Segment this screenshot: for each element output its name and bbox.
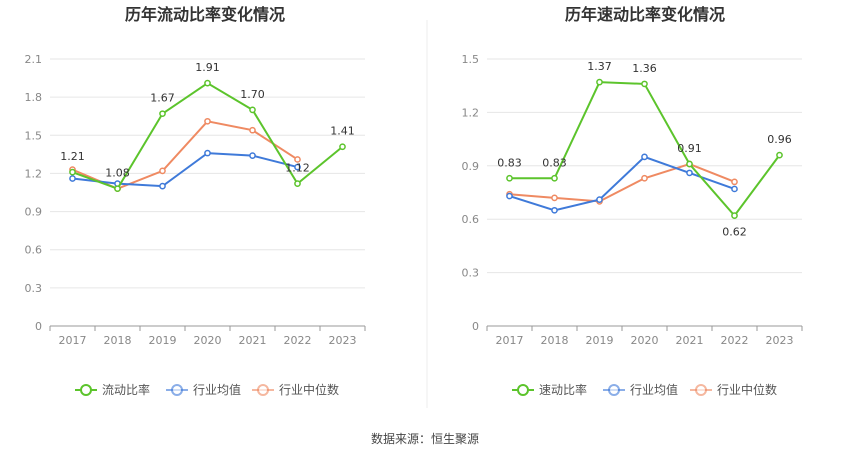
current-ratio-legend-industry-median-marker[interactable] <box>257 384 269 396</box>
quick-ratio-x-tick-label: 2019 <box>586 334 614 347</box>
quick-ratio-ratio-point[interactable] <box>776 151 783 159</box>
quick-ratio-legend-ratio-label[interactable]: 速动比率 <box>539 382 587 397</box>
current-ratio-data-label: 1.91 <box>195 61 220 74</box>
current-ratio-data-label: 1.12 <box>285 162 310 175</box>
current-ratio-y-tick-label: 2.1 <box>25 53 43 66</box>
current-ratio-chart-title: 历年流动比率变化情况 <box>125 5 285 24</box>
current-ratio-y-tick-label: 0 <box>35 320 42 333</box>
quick-ratio-legend-industry-avg-marker[interactable] <box>608 384 620 396</box>
current-ratio-y-tick-label: 1.8 <box>25 91 43 104</box>
quick-ratio-x-tick-label: 2020 <box>631 334 659 347</box>
current-ratio-y-tick-label: 0.6 <box>25 244 43 257</box>
current-ratio-legend-ratio-label[interactable]: 流动比率 <box>102 382 150 397</box>
quick-ratio-y-tick-label: 0.6 <box>462 213 480 226</box>
quick-ratio-industry-avg-point[interactable] <box>731 185 738 193</box>
current-ratio-ratio-point[interactable] <box>249 106 256 114</box>
quick-ratio-x-tick-label: 2022 <box>721 334 749 347</box>
current-ratio-x-tick-label: 2018 <box>104 334 132 347</box>
current-ratio-industry-avg-point[interactable] <box>204 149 211 157</box>
current-ratio-ratio-point[interactable] <box>159 110 166 118</box>
quick-ratio-y-tick-label: 0 <box>472 320 479 333</box>
quick-ratio-x-tick-label: 2021 <box>676 334 704 347</box>
quick-ratio-industry-median-point[interactable] <box>551 194 558 202</box>
quick-ratio-x-tick-label: 2018 <box>541 334 569 347</box>
quick-ratio-y-tick-label: 0.9 <box>462 160 480 173</box>
quick-ratio-data-label: 0.62 <box>722 226 747 239</box>
quick-ratio-data-label: 0.83 <box>542 156 567 169</box>
current-ratio-x-tick-label: 2019 <box>149 334 177 347</box>
quick-ratio-industry-avg-point[interactable] <box>596 196 603 203</box>
current-ratio-x-tick-label: 2021 <box>239 334 267 347</box>
quick-ratio-data-label: 0.91 <box>677 142 702 155</box>
current-ratio-y-tick-label: 1.2 <box>25 167 43 180</box>
current-ratio-industry-avg-point[interactable] <box>249 152 256 159</box>
data-source-note: 数据来源：恒生聚源 <box>370 432 479 446</box>
current-ratio-chart: 历年流动比率变化情况 0 0.3 0.6 0.9 1.2 1.5 1.8 2.1 2017 2018… <box>25 5 366 397</box>
quick-ratio-ratio-point[interactable] <box>551 174 558 182</box>
current-ratio-x-tick-label: 2017 <box>59 334 87 347</box>
quick-ratio-chart-title: 历年速动比率变化情况 <box>565 5 725 24</box>
quick-ratio-data-label: 1.36 <box>632 62 657 75</box>
quick-ratio-legend-ratio-marker[interactable] <box>517 384 529 396</box>
current-ratio-ratio-point[interactable] <box>339 143 346 151</box>
current-ratio-data-label: 1.70 <box>240 88 265 101</box>
current-ratio-industry-avg-point[interactable] <box>294 163 301 171</box>
current-ratio-y-tick-label: 1.5 <box>25 129 43 142</box>
quick-ratio-industry-avg-point[interactable] <box>641 153 648 161</box>
quick-ratio-y-tick-label: 1.2 <box>462 106 480 119</box>
current-ratio-ratio-point[interactable] <box>114 185 121 193</box>
current-ratio-legend-industry-avg-label[interactable]: 行业均值 <box>193 382 241 397</box>
quick-ratio-industry-avg-point[interactable] <box>551 206 558 214</box>
quick-ratio-legend-industry-median-marker[interactable] <box>695 384 707 396</box>
current-ratio-legend-ratio-marker[interactable] <box>80 384 92 396</box>
current-ratio-data-label: 1.67 <box>150 92 175 105</box>
quick-ratio-industry-median-point[interactable] <box>731 178 738 186</box>
quick-ratio-industry-median-point[interactable] <box>641 174 648 182</box>
current-ratio-industry-avg-line <box>72 152 298 188</box>
quick-ratio-y-tick-label: 1.5 <box>462 53 480 66</box>
current-ratio-ratio-point[interactable] <box>204 79 211 87</box>
quick-ratio-ratio-point[interactable] <box>641 80 648 88</box>
current-ratio-industry-median-point[interactable] <box>294 156 301 163</box>
current-ratio-ratio-point[interactable] <box>294 180 301 187</box>
current-ratio-industry-avg-point[interactable] <box>159 182 166 190</box>
quick-ratio-industry-avg-line <box>509 155 735 212</box>
quick-ratio-data-label: 0.96 <box>767 133 792 146</box>
current-ratio-x-tick-label: 2022 <box>284 334 312 347</box>
current-ratio-y-tick-label: 0.9 <box>25 206 43 219</box>
quick-ratio-ratio-point[interactable] <box>506 174 513 182</box>
current-ratio-industry-median-point[interactable] <box>204 117 211 125</box>
current-ratio-x-tick-label: 2023 <box>329 334 357 347</box>
current-ratio-legend-industry-avg-marker[interactable] <box>171 384 183 396</box>
quick-ratio-y-tick-label: 0.3 <box>462 267 480 280</box>
quick-ratio-ratio-line <box>509 81 781 218</box>
current-ratio-industry-median-point[interactable] <box>249 126 256 134</box>
quick-ratio-data-label: 0.83 <box>497 156 522 169</box>
current-ratio-data-label: 1.41 <box>330 125 355 138</box>
quick-ratio-industry-avg-point[interactable] <box>506 192 513 200</box>
quick-ratio-legend-industry-median-label[interactable]: 行业中位数 <box>717 382 777 397</box>
current-ratio-legend-industry-median-label[interactable]: 行业中位数 <box>279 382 339 397</box>
quick-ratio-industry-avg-point[interactable] <box>686 169 693 177</box>
quick-ratio-ratio-point[interactable] <box>596 78 603 86</box>
current-ratio-industry-avg-point[interactable] <box>69 175 76 182</box>
quick-ratio-legend-industry-avg-label[interactable]: 行业均值 <box>630 382 678 397</box>
quick-ratio-industry-median-line <box>509 162 735 203</box>
current-ratio-industry-median-point[interactable] <box>159 167 166 175</box>
quick-ratio-ratio-point[interactable] <box>686 160 693 168</box>
quick-ratio-chart: 历年速动比率变化情况 0 0.3 0.6 0.9 1.2 1.5 2017 2018 2019 20… <box>462 5 803 397</box>
current-ratio-ratio-point[interactable] <box>69 168 76 176</box>
quick-ratio-ratio-point[interactable] <box>731 212 738 219</box>
quick-ratio-x-tick-label: 2017 <box>496 334 524 347</box>
quick-ratio-data-label: 1.37 <box>587 60 612 73</box>
current-ratio-y-tick-label: 0.3 <box>25 282 43 295</box>
current-ratio-x-tick-label: 2020 <box>194 334 222 347</box>
current-ratio-data-label: 1.08 <box>105 167 130 180</box>
quick-ratio-x-tick-label: 2023 <box>766 334 794 347</box>
current-ratio-data-label: 1.21 <box>60 150 85 163</box>
